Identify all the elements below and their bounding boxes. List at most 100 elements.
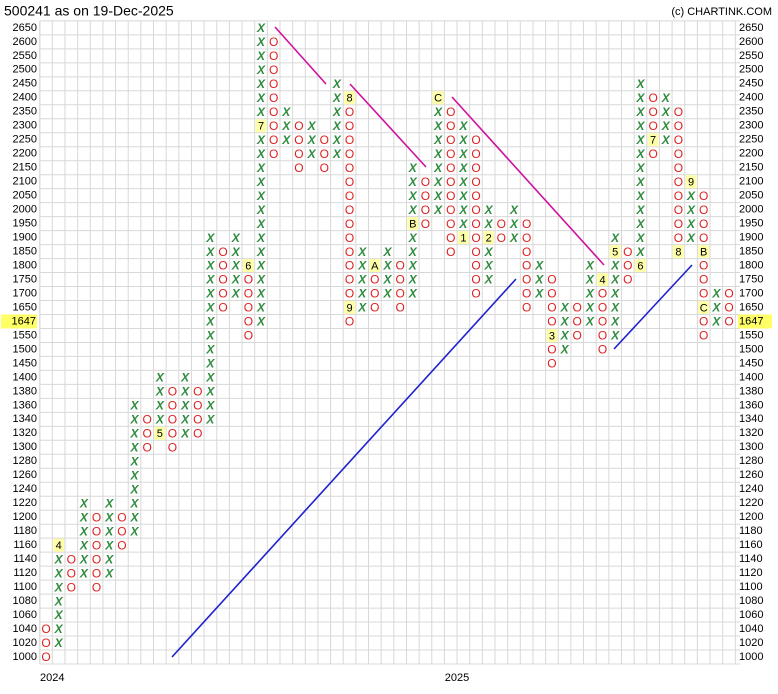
o-box: O xyxy=(92,580,101,594)
o-box: O xyxy=(471,189,480,203)
y-tick-label-right: 2000 xyxy=(739,204,763,216)
o-box: O xyxy=(193,385,202,399)
o-box: O xyxy=(269,91,278,105)
x-box: X xyxy=(104,538,114,552)
pf-column: OOO xyxy=(623,245,632,287)
y-tick-label: 1800 xyxy=(13,259,37,271)
x-box: X xyxy=(180,399,190,413)
o-box: O xyxy=(699,329,708,343)
x-box: X xyxy=(357,245,367,259)
o-box: O xyxy=(674,161,683,175)
o-box: O xyxy=(395,301,404,315)
x-box: X xyxy=(635,77,645,91)
o-box: O xyxy=(699,315,708,329)
y-tick-label-right: 1650 xyxy=(739,301,763,313)
o-box: O xyxy=(547,315,556,329)
o-box: O xyxy=(218,273,227,287)
x-box: X xyxy=(686,231,696,245)
x-box: X xyxy=(635,203,645,217)
o-box: O xyxy=(244,287,253,301)
y-tick-label: 1650 xyxy=(13,301,37,313)
o-box: O xyxy=(471,245,480,259)
o-box: O xyxy=(168,385,177,399)
o-box: O xyxy=(421,189,430,203)
month-marker: A xyxy=(371,260,379,272)
x-box: X xyxy=(256,21,266,35)
x-box: X xyxy=(458,175,468,189)
x-box: X xyxy=(205,231,215,245)
y-tick-label: 1500 xyxy=(13,343,37,355)
x-box: X xyxy=(408,273,418,287)
x-box: X xyxy=(357,301,367,315)
o-box: O xyxy=(320,161,329,175)
y-tick-label: 1120 xyxy=(13,567,37,579)
month-marker-bg xyxy=(344,301,356,314)
y-tick-label: 1180 xyxy=(13,525,37,537)
x-box: X xyxy=(79,552,89,566)
o-box: O xyxy=(345,217,354,231)
x-box: X xyxy=(484,273,494,287)
x-box: X xyxy=(205,343,215,357)
o-box: O xyxy=(269,77,278,91)
year-label: 2024 xyxy=(40,672,64,684)
x-box: X xyxy=(205,245,215,259)
x-box: X xyxy=(130,524,140,538)
o-box: O xyxy=(117,510,126,524)
y-tick-label: 1400 xyxy=(13,371,37,383)
month-marker: 8 xyxy=(675,246,681,258)
y-tick-label-right: 1160 xyxy=(739,539,763,551)
x-box: X xyxy=(382,287,392,301)
pf-column: XXX xyxy=(281,105,291,147)
x-box: X xyxy=(357,287,367,301)
x-box: X xyxy=(585,315,595,329)
y-tick-label-right: 2650 xyxy=(739,22,763,34)
o-box: O xyxy=(168,413,177,427)
x-box: X xyxy=(256,49,266,63)
x-box: X xyxy=(231,231,241,245)
y-tick-label: 1300 xyxy=(13,441,37,453)
o-box: O xyxy=(648,119,657,133)
y-tick-label-right: 1040 xyxy=(739,623,763,635)
o-box: O xyxy=(395,287,404,301)
x-box: X xyxy=(130,468,140,482)
month-marker-bg xyxy=(546,328,558,342)
month-marker-bg xyxy=(154,426,166,440)
x-box: X xyxy=(408,161,418,175)
y-tick-label-right: 2200 xyxy=(739,148,763,160)
o-box: O xyxy=(598,287,607,301)
x-box: X xyxy=(256,35,266,49)
y-tick-label: 1550 xyxy=(13,329,37,341)
x-box: X xyxy=(484,217,494,231)
x-box: X xyxy=(130,413,140,427)
x-box: X xyxy=(205,329,215,343)
o-box: O xyxy=(143,413,152,427)
y-tick-label: 1240 xyxy=(13,483,37,495)
x-box: X xyxy=(635,217,645,231)
last-price-bg xyxy=(1,314,37,329)
y-tick-label: 1200 xyxy=(13,511,37,523)
o-box: O xyxy=(41,636,50,650)
x-box: X xyxy=(635,175,645,189)
month-marker-bg xyxy=(483,231,495,245)
x-box: X xyxy=(130,496,140,510)
month-marker-bg xyxy=(369,259,381,273)
o-box: O xyxy=(699,273,708,287)
y-tick-label: 1140 xyxy=(13,553,37,565)
o-box: O xyxy=(294,119,303,133)
o-box: O xyxy=(92,538,101,552)
x-box: X xyxy=(686,189,696,203)
x-box: X xyxy=(54,552,64,566)
o-box: O xyxy=(699,189,708,203)
o-box: O xyxy=(269,105,278,119)
x-box: X xyxy=(307,147,317,161)
month-marker-bg xyxy=(647,133,659,147)
y-tick-label-right: 1950 xyxy=(739,218,763,230)
pf-column: OOO xyxy=(724,287,733,329)
